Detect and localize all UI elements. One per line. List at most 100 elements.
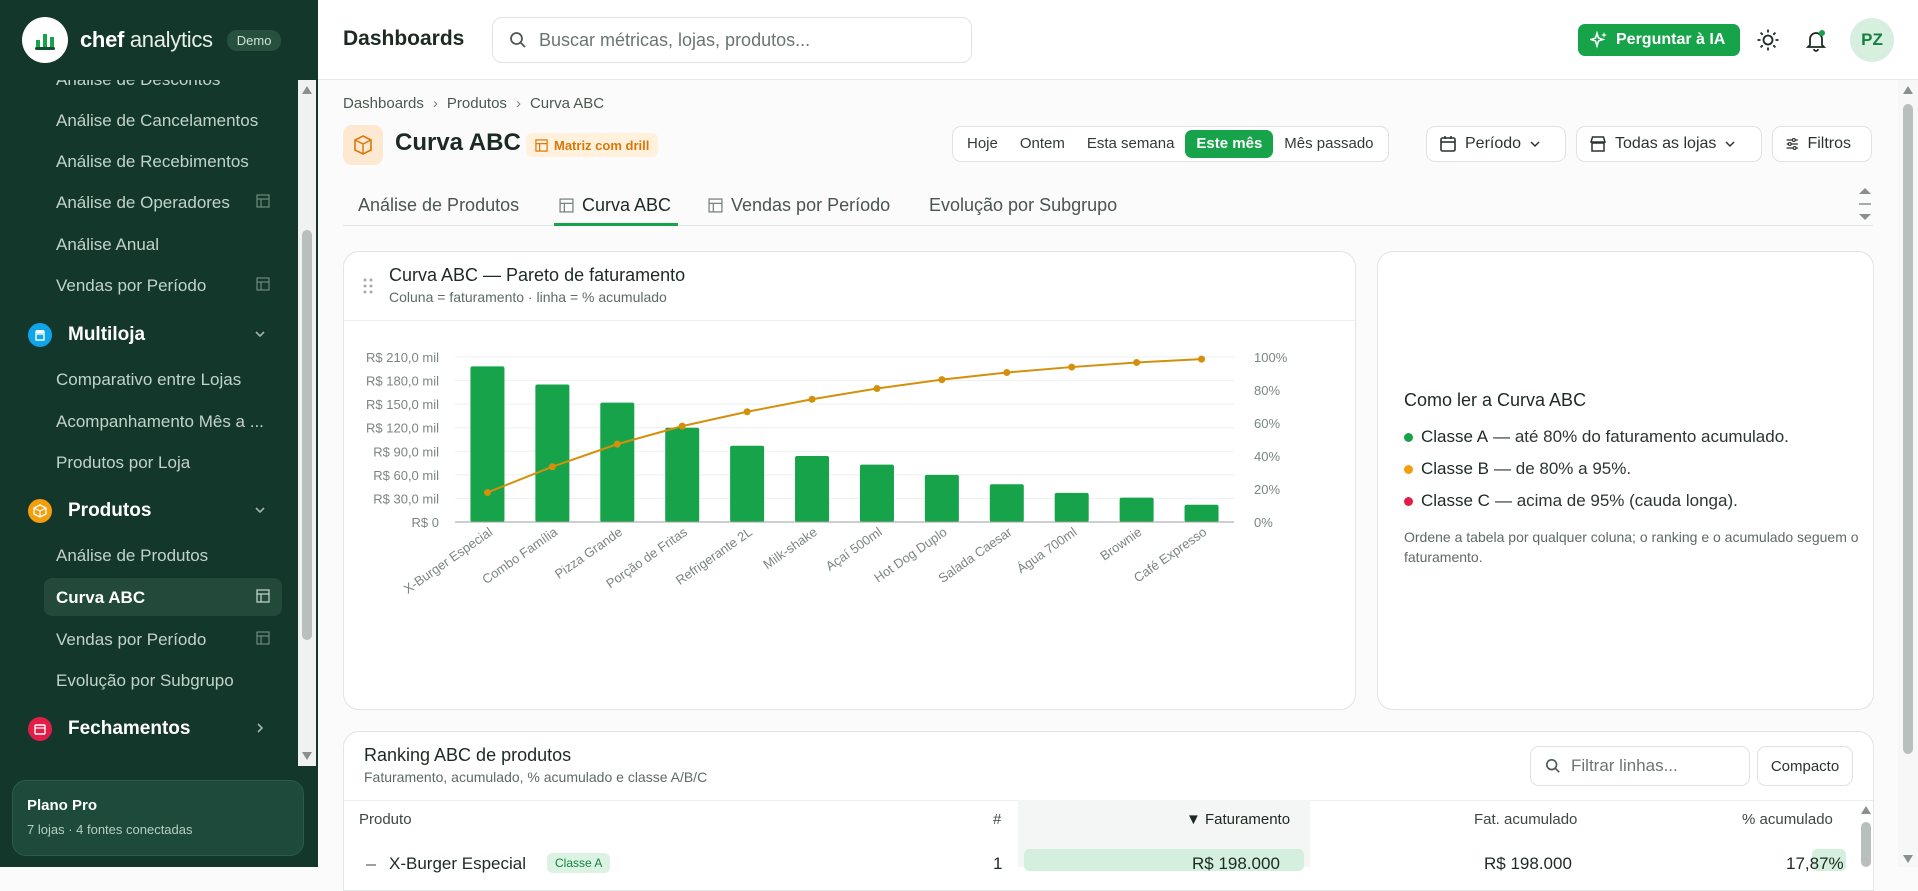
help-note: Ordene a tabela por qualquer coluna; o r…: [1404, 529, 1859, 565]
y-tick-label-left: R$ 180,0 mil: [366, 374, 439, 389]
breadcrumb-dashboards[interactable]: Dashboards: [343, 95, 424, 112]
sidebar-item-vendas-periodo[interactable]: Vendas por Período: [56, 276, 270, 296]
sidebar-scrollbar[interactable]: [298, 80, 316, 766]
period-picker[interactable]: Período: [1426, 126, 1566, 162]
period-hoje[interactable]: Hoje: [967, 135, 998, 152]
sidebar-scrollbar-thumb[interactable]: [302, 230, 312, 640]
chevron-right-icon: ›: [515, 95, 521, 112]
col-header-produto[interactable]: Produto: [359, 811, 412, 828]
tab-vendas-periodo[interactable]: Vendas por Período: [708, 192, 890, 218]
theme-toggle-button[interactable]: [1754, 26, 1782, 54]
sidebar-item-analise-cancelamentos[interactable]: Análise de Cancelamentos: [56, 111, 259, 130]
cumulative-point: [1198, 355, 1206, 363]
divider: [344, 320, 1355, 321]
cumulative-point: [938, 376, 946, 384]
store-selector[interactable]: Todas as lojas: [1576, 126, 1762, 162]
sidebar-item-analise-recebimentos[interactable]: Análise de Recebimentos: [56, 152, 249, 171]
col-header-rank[interactable]: #: [993, 811, 1002, 828]
page-scrollbar-thumb[interactable]: [1903, 104, 1913, 754]
filters-button[interactable]: Filtros: [1772, 126, 1872, 162]
sidebar-item-analise-anual[interactable]: Análise Anual: [56, 235, 160, 254]
x-tick-label: Açaí 500ml: [823, 524, 885, 574]
sun-icon: [1757, 29, 1779, 51]
search-input[interactable]: Buscar métricas, lojas, produtos...: [492, 17, 972, 63]
sidebar-group-produtos[interactable]: Produtos: [28, 496, 274, 526]
drag-handle-icon[interactable]: [363, 278, 373, 294]
scroll-down-icon[interactable]: [302, 752, 312, 760]
sidebar-item-produtos-por-loja[interactable]: Produtos por Loja: [56, 453, 191, 472]
filter-rows-input[interactable]: Filtrar linhas...: [1530, 746, 1750, 786]
class-a-legend: Classe A — até 80% do faturamento acumula…: [1404, 427, 1864, 447]
plan-subtitle: 7 lojas · 4 fontes conectadas: [27, 822, 193, 837]
table-icon: [256, 631, 270, 645]
class-b-dot: [1404, 464, 1413, 474]
ask-ai-button[interactable]: Perguntar à IA: [1578, 24, 1740, 56]
pareto-chart: R$ 0 R$ 30,0 mil R$ 60,0 mil R$ 90,0 mil R$ …: [366, 350, 1288, 597]
sidebar-item-analise-produtos[interactable]: Análise de Produtos: [56, 546, 209, 565]
topbar: Dashboards Buscar métricas, lojas, produ…: [318, 0, 1918, 80]
chevron-down-icon: [1725, 141, 1735, 148]
cumulative-point: [873, 385, 881, 393]
sidebar-group-fechamentos[interactable]: Fechamentos: [28, 714, 274, 744]
bar: [989, 484, 1024, 522]
y-tick-label-right: 0%: [1254, 515, 1273, 530]
sidebar-item-evolucao-subgrupo[interactable]: Evolução por Subgrupo: [56, 671, 234, 690]
y-tick-label-left: R$ 90,0 mil: [373, 444, 439, 459]
tab-scroll-icon[interactable]: [1857, 186, 1873, 222]
drill-badge: Matriz com drill: [526, 133, 659, 157]
sidebar-group-multiloja[interactable]: Multiloja: [28, 320, 274, 350]
page-scrollbar[interactable]: [1898, 80, 1918, 867]
help-title: Como ler a Curva ABC: [1404, 390, 1587, 410]
cumulative-point: [678, 422, 686, 430]
store-icon: [1589, 136, 1607, 152]
y-tick-label-left: R$ 150,0 mil: [366, 397, 439, 412]
avatar[interactable]: PZ: [1850, 18, 1894, 62]
y-tick-label-right: 20%: [1254, 482, 1280, 497]
scroll-up-icon[interactable]: [1903, 86, 1913, 94]
sidebar-item-analise-descontos[interactable]: Análise de Descontos: [56, 80, 220, 90]
sidebar-active-highlight: [44, 578, 282, 616]
y-tick-label-left: R$ 120,0 mil: [366, 421, 439, 436]
table-scrollbar-thumb[interactable]: [1861, 822, 1871, 867]
scroll-up-icon[interactable]: [302, 86, 312, 94]
scroll-down-icon[interactable]: [1903, 855, 1913, 863]
scroll-up-icon[interactable]: [1861, 806, 1871, 814]
period-ontem[interactable]: Ontem: [1019, 135, 1065, 152]
tab-curva-abc[interactable]: Curva ABC: [559, 192, 671, 218]
expand-icon[interactable]: [366, 864, 376, 866]
period-este-mes[interactable]: Este mês: [1185, 130, 1274, 158]
sidebar-item-acompanhamento[interactable]: Acompanhamento Mês a ...: [56, 412, 264, 431]
y-tick-label-left: R$ 30,0 mil: [373, 491, 439, 506]
tab-evolucao-subgrupo[interactable]: Evolução por Subgrupo: [929, 194, 1118, 215]
col-header-acumulado[interactable]: Fat. acumulado: [1474, 811, 1578, 828]
x-tick-label: Café Expresso: [1131, 524, 1209, 585]
chevron-down-icon: [1530, 141, 1540, 148]
table-scrollbar[interactable]: [1858, 800, 1874, 867]
cumulative-point: [808, 395, 816, 403]
notifications-button[interactable]: [1802, 26, 1830, 54]
brand-logo-icon: [22, 17, 68, 63]
compact-toggle-button[interactable]: Compacto: [1757, 746, 1853, 786]
plan-card[interactable]: Plano Pro 7 lojas · 4 fontes conectadas: [12, 780, 304, 856]
sidebar-item-analise-operadores[interactable]: Análise de Operadores: [56, 193, 270, 213]
store-icon: [28, 323, 52, 347]
row-acumulado: R$ 198.000: [1484, 854, 1572, 873]
y-tick-label-right: 100%: [1254, 350, 1288, 365]
sidebar-item-vendas-periodo-produtos[interactable]: Vendas por Período: [56, 630, 270, 650]
sidebar-item-curva-abc[interactable]: Curva ABC: [56, 588, 270, 608]
cumulative-point: [1133, 358, 1141, 366]
tab-bar: Análise de Produtos Curva ABC Vendas por…: [343, 184, 1873, 226]
brand[interactable]: chef analytics Demo: [22, 17, 282, 63]
sidebar-item-comparativo-lojas[interactable]: Comparativo entre Lojas: [56, 370, 242, 389]
bell-icon: [1805, 30, 1827, 52]
col-header-pct-acumulado[interactable]: % acumulado: [1742, 811, 1833, 828]
breadcrumb-produtos[interactable]: Produtos: [446, 95, 507, 112]
help-card: Como ler a Curva ABC Classe A — até 80% d…: [1377, 251, 1874, 710]
period-mes-passado[interactable]: Mês passado: [1284, 135, 1374, 152]
bar: [600, 402, 635, 522]
class-a-dot: [1404, 432, 1413, 442]
tab-analise-produtos[interactable]: Análise de Produtos: [358, 194, 520, 215]
period-esta-semana[interactable]: Esta semana: [1086, 135, 1175, 152]
row-produto: X-Burger Especial: [389, 854, 527, 873]
col-header-faturamento[interactable]: ▼ Faturamento: [1186, 811, 1291, 828]
